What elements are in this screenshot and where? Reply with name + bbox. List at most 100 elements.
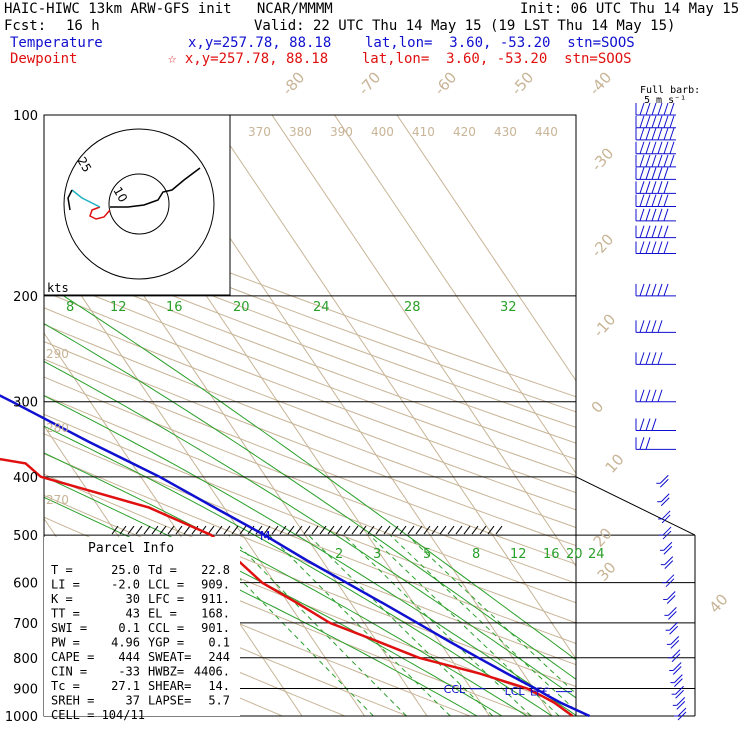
parcel-row-label: TT = — [51, 607, 80, 621]
dry-adiabat — [44, 562, 408, 716]
hatch-mark — [223, 525, 231, 535]
wind-barb-flag — [645, 352, 651, 365]
moist-adiabat — [44, 452, 528, 716]
wind-barb-flag — [645, 167, 651, 180]
wind-barb-flag — [657, 127, 663, 141]
hatch-mark — [303, 525, 311, 535]
wind-barb — [635, 418, 676, 432]
parcel-row-value: 911. — [201, 592, 230, 606]
mixing-ratio-label: 8 — [472, 547, 480, 562]
wind-barb — [635, 208, 676, 222]
parcel-row-value: 244 — [208, 650, 230, 664]
mixing-ratio-label: 16 — [543, 547, 560, 562]
hatch-mark — [399, 525, 407, 535]
wind-barb-flag — [669, 127, 675, 141]
hatch-mark — [143, 525, 151, 535]
moist-adiabat — [44, 395, 576, 716]
wind-barb-flag — [651, 241, 657, 254]
mixing-ratio-label: 32 — [500, 300, 517, 315]
wind-barb-flag — [639, 127, 645, 141]
wind-barb-flag — [657, 283, 663, 297]
wind-barb-flag — [651, 127, 657, 141]
moist-adiabat — [44, 475, 503, 716]
parcel-row-label: SHEAR= — [148, 679, 191, 693]
hatch-mark — [335, 525, 343, 535]
dry-adiabat — [44, 341, 576, 547]
isotherm-label: 40 — [706, 590, 732, 616]
wind-barb — [635, 320, 676, 333]
hatch-mark — [111, 525, 119, 535]
isotherm-label: -60 — [431, 68, 461, 98]
wind-barb-flag — [645, 102, 651, 116]
hatch-mark — [423, 525, 431, 535]
isotherm-label: -40 — [586, 68, 616, 98]
wind-barb-flag — [657, 241, 663, 254]
hodograph: 10 25 kts — [43, 114, 231, 296]
hatch-mark — [343, 525, 351, 535]
wind-barb-flag — [639, 283, 645, 297]
hatch-mark — [463, 525, 471, 535]
diagram-frame — [43, 114, 577, 717]
mixing-ratio-line — [406, 534, 576, 695]
wind-barb-flag — [639, 225, 645, 238]
wind-barb — [672, 696, 686, 710]
isotherm-label: 0 — [588, 398, 608, 417]
wind-barb-flag — [651, 389, 657, 402]
temperature-legend-info: x,y=257.78, 88.18 lat,lon= 3.60, -53.20 … — [188, 35, 635, 51]
wind-barb-flag — [651, 225, 657, 238]
parcel-row-label: LCL = — [148, 578, 184, 592]
hatch-mark — [351, 525, 359, 535]
theta-label: 370 — [248, 125, 271, 139]
wind-barb-flag — [657, 320, 663, 333]
parcel-row-label: PW = — [51, 636, 80, 650]
isotherm-label: -20 — [588, 230, 618, 260]
dry-adiabat — [44, 433, 576, 645]
mixing-ratio-line — [308, 534, 494, 716]
wind-barb — [635, 127, 676, 141]
wind-barb-flag — [669, 115, 675, 128]
isotherm-label: -50 — [508, 68, 538, 98]
parcel-row-value: 14. — [208, 679, 230, 693]
mixing-ratio-label: 24 — [588, 547, 605, 562]
hatch-mark — [271, 525, 279, 535]
hatch-mark — [391, 525, 399, 535]
hatch-mark — [431, 525, 439, 535]
hatch-mark — [287, 525, 295, 535]
wind-barb-flag — [661, 514, 671, 524]
mixing-ratio-label: 5 — [423, 547, 431, 562]
wind-barb-flag — [645, 241, 651, 254]
wind-barb-flag — [645, 181, 651, 194]
wind-barb-flag — [659, 474, 669, 484]
hatch-mark — [455, 525, 463, 535]
theta-label: 400 — [371, 125, 394, 139]
wind-barb-flag — [676, 696, 686, 706]
hatch-mark — [439, 525, 447, 535]
wind-barb-flag — [657, 167, 663, 180]
isotherm-line — [44, 239, 365, 716]
isotherm-line — [396, 115, 576, 382]
mixing-ratio-label: 3 — [373, 547, 381, 562]
wind-barb-flag — [665, 578, 675, 588]
parcel-row-label: Tc = — [51, 679, 80, 693]
mixing-ratio-label: 20 — [566, 547, 583, 562]
hatch-mark — [327, 525, 335, 535]
dry-adiabat — [44, 413, 576, 624]
parcel-row-label: LAPSE= — [148, 694, 191, 708]
lcl-label: LCL — [505, 685, 526, 698]
wind-barb-flag — [645, 418, 651, 431]
wind-barb — [635, 283, 676, 297]
hatch-mark — [495, 525, 503, 535]
wind-barb-flag — [666, 591, 676, 600]
mixing-ratio-line — [197, 534, 374, 716]
mixing-ratio-label: 28 — [404, 300, 421, 315]
wind-barb-flag — [663, 541, 673, 551]
wind-barb-flag — [639, 208, 645, 221]
wind-barb-flag — [669, 154, 675, 168]
wind-barb — [635, 181, 676, 194]
mixing-ratio-label: 2 — [335, 547, 343, 562]
dewpoint-curve — [0, 457, 574, 718]
wind-barb-flag — [660, 493, 670, 503]
hatch-mark — [135, 525, 143, 535]
hatch-mark — [279, 525, 287, 535]
header-init: Init: 06 UTC Thu 14 May 15 — [520, 1, 740, 17]
